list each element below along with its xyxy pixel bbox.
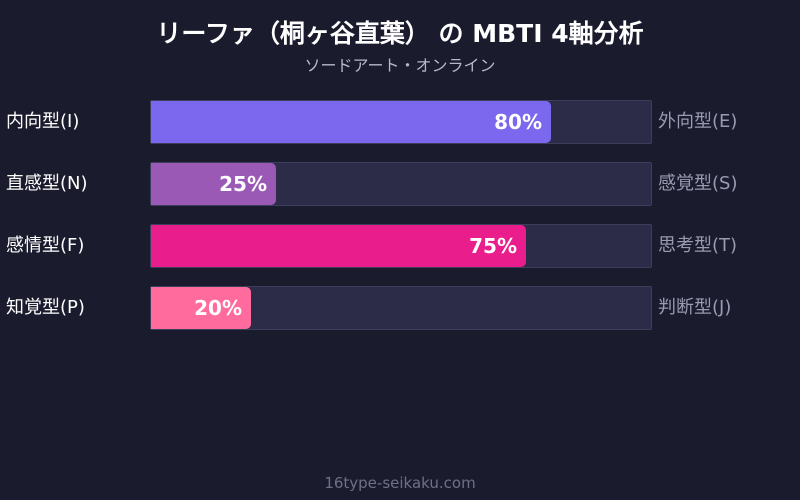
left-axis-label: 知覚型(P): [6, 297, 85, 318]
right-axis-label: 外向型(E): [658, 111, 738, 132]
bar-track: 25%: [150, 162, 652, 206]
bar-row: 直感型(N) 25% 感覚型(S): [0, 162, 800, 206]
bar-row: 感情型(F) 75% 思考型(T): [0, 224, 800, 268]
right-axis-label: 感覚型(S): [658, 173, 738, 194]
bar-track: 20%: [150, 286, 652, 330]
left-axis-label: 感情型(F): [6, 235, 85, 256]
bar-fill: [151, 225, 526, 267]
bar-row: 内向型(I) 80% 外向型(E): [0, 100, 800, 144]
bar-track: 75%: [150, 224, 652, 268]
left-axis-label: 直感型(N): [6, 173, 88, 194]
site-footer: 16type-seikaku.com: [324, 474, 476, 492]
left-axis-label: 内向型(I): [6, 111, 80, 132]
chart-subtitle: ソードアート・オンライン: [304, 56, 496, 75]
bar-value-label: 75%: [469, 234, 517, 258]
bar-fill: [151, 287, 251, 329]
right-axis-label: 思考型(T): [658, 235, 738, 256]
chart-title: リーファ（桐ヶ谷直葉） の MBTI 4軸分析: [156, 19, 644, 48]
bar-value-label: 20%: [194, 296, 242, 320]
bar-value-label: 25%: [219, 172, 267, 196]
bar-row: 知覚型(P) 20% 判断型(J): [0, 286, 800, 330]
bar-fill: [151, 163, 276, 205]
right-axis-label: 判断型(J): [658, 297, 732, 318]
bar-track: 80%: [150, 100, 652, 144]
bar-fill: [151, 101, 551, 143]
bar-value-label: 80%: [494, 110, 542, 134]
